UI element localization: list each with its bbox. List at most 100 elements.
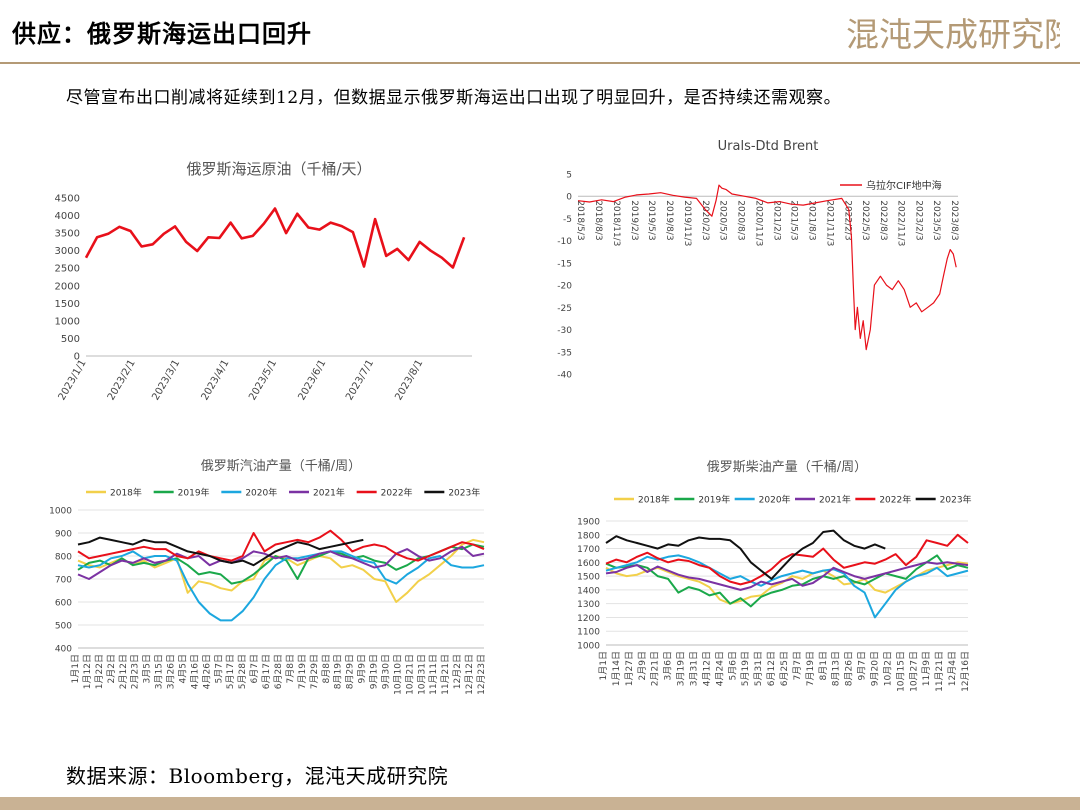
x-tick-label: 3月5日 <box>142 654 153 683</box>
legend-label: 2019年 <box>178 487 210 499</box>
legend-label: 2023年 <box>940 494 972 506</box>
data-source-note: 数据来源：Bloomberg，混沌天成研究院 <box>66 764 449 788</box>
x-tick-label: 1月27日 <box>624 651 635 686</box>
y-tick-label: 1000 <box>55 316 80 327</box>
x-tick-label: 10月2日 <box>882 651 893 686</box>
y-tick-label: 1100 <box>577 628 600 638</box>
x-tick-label: 10月27日 <box>908 651 919 692</box>
y-tick-label: 0 <box>566 193 572 203</box>
series-line-0 <box>84 207 466 269</box>
x-tick-label: 2019/8/3 <box>664 200 674 240</box>
x-tick-label: 10月10日 <box>392 654 403 695</box>
x-tick-label: 5月19日 <box>740 651 751 686</box>
y-tick-label: 1800 <box>577 531 600 541</box>
x-tick-label: 2019/11/3 <box>682 200 692 246</box>
y-tick-label: 700 <box>55 576 72 586</box>
x-tick-label: 2018/5/3 <box>575 200 585 240</box>
series-line-3 <box>605 561 969 591</box>
chart-diesel-output-svg: 俄罗斯柴油产量（千桶/周） 1000 1100 1200 1300 1400 1500 160… <box>577 460 972 692</box>
x-tick-label: 3月15日 <box>154 654 165 689</box>
x-tick-label: 6月7日 <box>249 654 260 683</box>
x-tick-label: 3月31日 <box>689 651 700 686</box>
chart-title: Urals-Dtd Brent <box>718 139 819 154</box>
series-line-2 <box>77 550 485 622</box>
x-tick-label: 2月2日 <box>106 654 117 683</box>
x-tick-label: 2019/2/3 <box>629 200 639 240</box>
x-tick-label: 2023/8/3 <box>949 200 959 240</box>
y-tick-label: 500 <box>61 334 80 345</box>
header-divider <box>0 62 1080 64</box>
y-tick-label: 3500 <box>55 229 80 240</box>
x-tick-label: 2018/8/3 <box>593 200 603 240</box>
x-tick-label: 2023/2/1 <box>106 358 138 402</box>
brand-logo: 混沌天成研究院 <box>846 15 1060 54</box>
y-tick-label: 1900 <box>577 518 600 528</box>
x-tick-label: 2021/11/3 <box>825 200 835 246</box>
legend-label: 2022年 <box>879 494 911 506</box>
x-tick-label: 2020/11/3 <box>753 200 763 246</box>
x-tick-label: 1月1日 <box>598 651 609 680</box>
chart-title: 俄罗斯汽油产量（千桶/周） <box>201 459 361 474</box>
y-tick-label: 1600 <box>577 559 600 569</box>
x-tick-label: 5月6日 <box>727 651 738 680</box>
x-tick-label: 8月29日 <box>345 654 356 689</box>
x-tick-label: 2月12日 <box>118 654 129 689</box>
chart-urals-brent-svg: Urals-Dtd Brent 5 0 -5 -10 -15 -20 -25 -30 -35 -40… <box>557 139 959 381</box>
x-tick-label: 10月31日 <box>416 654 427 695</box>
brand-logo-text: 混沌天成研究院 <box>846 15 1060 54</box>
y-tick-label: 2500 <box>55 264 80 275</box>
x-tick-label: 2023/5/1 <box>247 358 279 402</box>
chart-title: 俄罗斯柴油产量（千桶/周） <box>707 460 867 475</box>
x-tick-label: 8月1日 <box>818 651 829 680</box>
legend-label: 2020年 <box>245 487 277 499</box>
x-tick-label: 8月26日 <box>844 651 855 686</box>
x-tick-label: 11月21日 <box>934 651 945 692</box>
x-tick-label: 3月6日 <box>663 651 674 680</box>
y-tick-label: 1300 <box>577 600 600 610</box>
x-tick-label: 2021/2/3 <box>771 200 781 240</box>
x-tick-label: 7月19日 <box>805 651 816 686</box>
x-tick-label: 12月12日 <box>464 654 475 695</box>
y-tick-label: -20 <box>557 282 572 292</box>
x-tick-label: 6月12日 <box>766 651 777 686</box>
x-tick-label: 7月8日 <box>285 654 296 683</box>
legend-label: 2020年 <box>759 494 791 506</box>
x-tick-label: 8月8日 <box>321 654 332 683</box>
y-tick-label: 800 <box>55 553 72 563</box>
series-line-0 <box>577 184 957 351</box>
x-tick-label: 9月9日 <box>357 654 368 683</box>
series-line-5 <box>77 536 364 567</box>
x-tick-label: 4月24日 <box>714 651 725 686</box>
x-tick-label: 6月17日 <box>261 654 272 689</box>
x-tick-label: 5月7日 <box>213 654 224 683</box>
y-tick-label: 0 <box>74 352 80 363</box>
x-tick-label: 12月2日 <box>452 654 463 689</box>
x-tick-label: 12月4日 <box>947 651 958 686</box>
series-line-4 <box>605 533 969 586</box>
x-tick-label: 1月22日 <box>94 654 105 689</box>
y-tick-label: 1000 <box>49 507 72 517</box>
x-tick-label: 2020/8/3 <box>735 200 745 240</box>
x-tick-label: 2月9日 <box>637 651 648 680</box>
x-tick-label: 2020/5/3 <box>718 200 728 240</box>
y-tick-label: 500 <box>55 622 72 632</box>
y-tick-label: 1400 <box>577 586 600 596</box>
x-tick-label: 9月7日 <box>857 651 868 680</box>
y-tick-label: 5 <box>566 171 572 181</box>
x-tick-label: 10月15日 <box>895 651 906 692</box>
legend-label: 2018年 <box>110 487 142 499</box>
x-tick-label: 3月19日 <box>676 651 687 686</box>
x-tick-label: 2022/11/3 <box>896 200 906 246</box>
y-tick-label: -10 <box>557 237 572 247</box>
legend-label: 2018年 <box>638 494 670 506</box>
y-tick-label: 4000 <box>55 211 80 222</box>
x-tick-label: 9月20日 <box>870 651 881 686</box>
chart-diesel-output: 俄罗斯柴油产量（千桶/周） 1000 1100 1200 1300 1400 1500 160… <box>560 455 980 700</box>
x-tick-label: 8月19日 <box>333 654 344 689</box>
y-tick-label: -15 <box>557 259 572 269</box>
legend-label: 2019年 <box>698 494 730 506</box>
y-tick-label: -35 <box>557 348 572 358</box>
x-tick-label: 4月26日 <box>201 654 212 689</box>
legend-label: 乌拉尔CIF地中海 <box>866 179 942 192</box>
y-tick-label: 2000 <box>55 281 80 292</box>
